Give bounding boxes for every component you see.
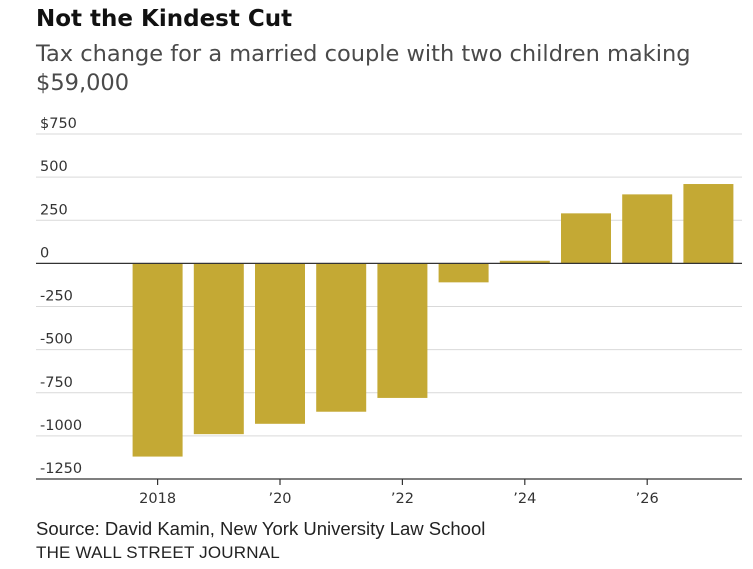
y-tick-label: -1250 bbox=[40, 461, 82, 477]
y-tick-label: -750 bbox=[40, 375, 73, 391]
y-tick-label: 0 bbox=[40, 245, 49, 261]
publisher-credit: THE WALL STREET JOURNAL bbox=[36, 543, 280, 562]
bar-2025 bbox=[561, 213, 611, 264]
x-tick-label: ’22 bbox=[391, 491, 414, 507]
y-tick-label: 250 bbox=[40, 202, 68, 218]
y-tick-label: -1000 bbox=[40, 418, 82, 434]
chart-title: Not the Kindest Cut bbox=[36, 6, 293, 32]
bar-2027 bbox=[683, 184, 734, 264]
chart-subtitle: Tax change for a married couple with two… bbox=[36, 41, 691, 96]
bar-chart: $750 500 250 0 -250 -500 -750 -1000 -1250 2018 ’2… bbox=[36, 116, 742, 507]
y-tick-label: 500 bbox=[40, 159, 68, 175]
x-tick-label: 2018 bbox=[139, 491, 176, 507]
y-tick-label: $750 bbox=[40, 116, 77, 132]
y-axis-labels: $750 500 250 0 -250 -500 -750 -1000 -1250 bbox=[40, 116, 82, 477]
bar-2018 bbox=[132, 263, 183, 457]
bar-2023 bbox=[438, 263, 489, 283]
y-tick-label: -250 bbox=[40, 289, 73, 305]
bar-2021 bbox=[316, 263, 367, 412]
bar-2020 bbox=[255, 263, 305, 424]
source-note: Source: David Kamin, New York University… bbox=[36, 518, 486, 539]
bar-2019 bbox=[193, 263, 244, 435]
bar-2022 bbox=[377, 263, 428, 398]
x-tick-label: ’26 bbox=[636, 491, 659, 507]
y-tick-label: -500 bbox=[40, 332, 73, 348]
bar-2024 bbox=[499, 260, 550, 264]
x-axis: 2018 ’20 ’22 ’24 ’26 bbox=[36, 478, 742, 507]
x-tick-label: ’24 bbox=[513, 491, 536, 507]
bar-2026 bbox=[622, 194, 673, 264]
x-tick-label: ’20 bbox=[268, 491, 291, 507]
bars bbox=[132, 184, 734, 457]
